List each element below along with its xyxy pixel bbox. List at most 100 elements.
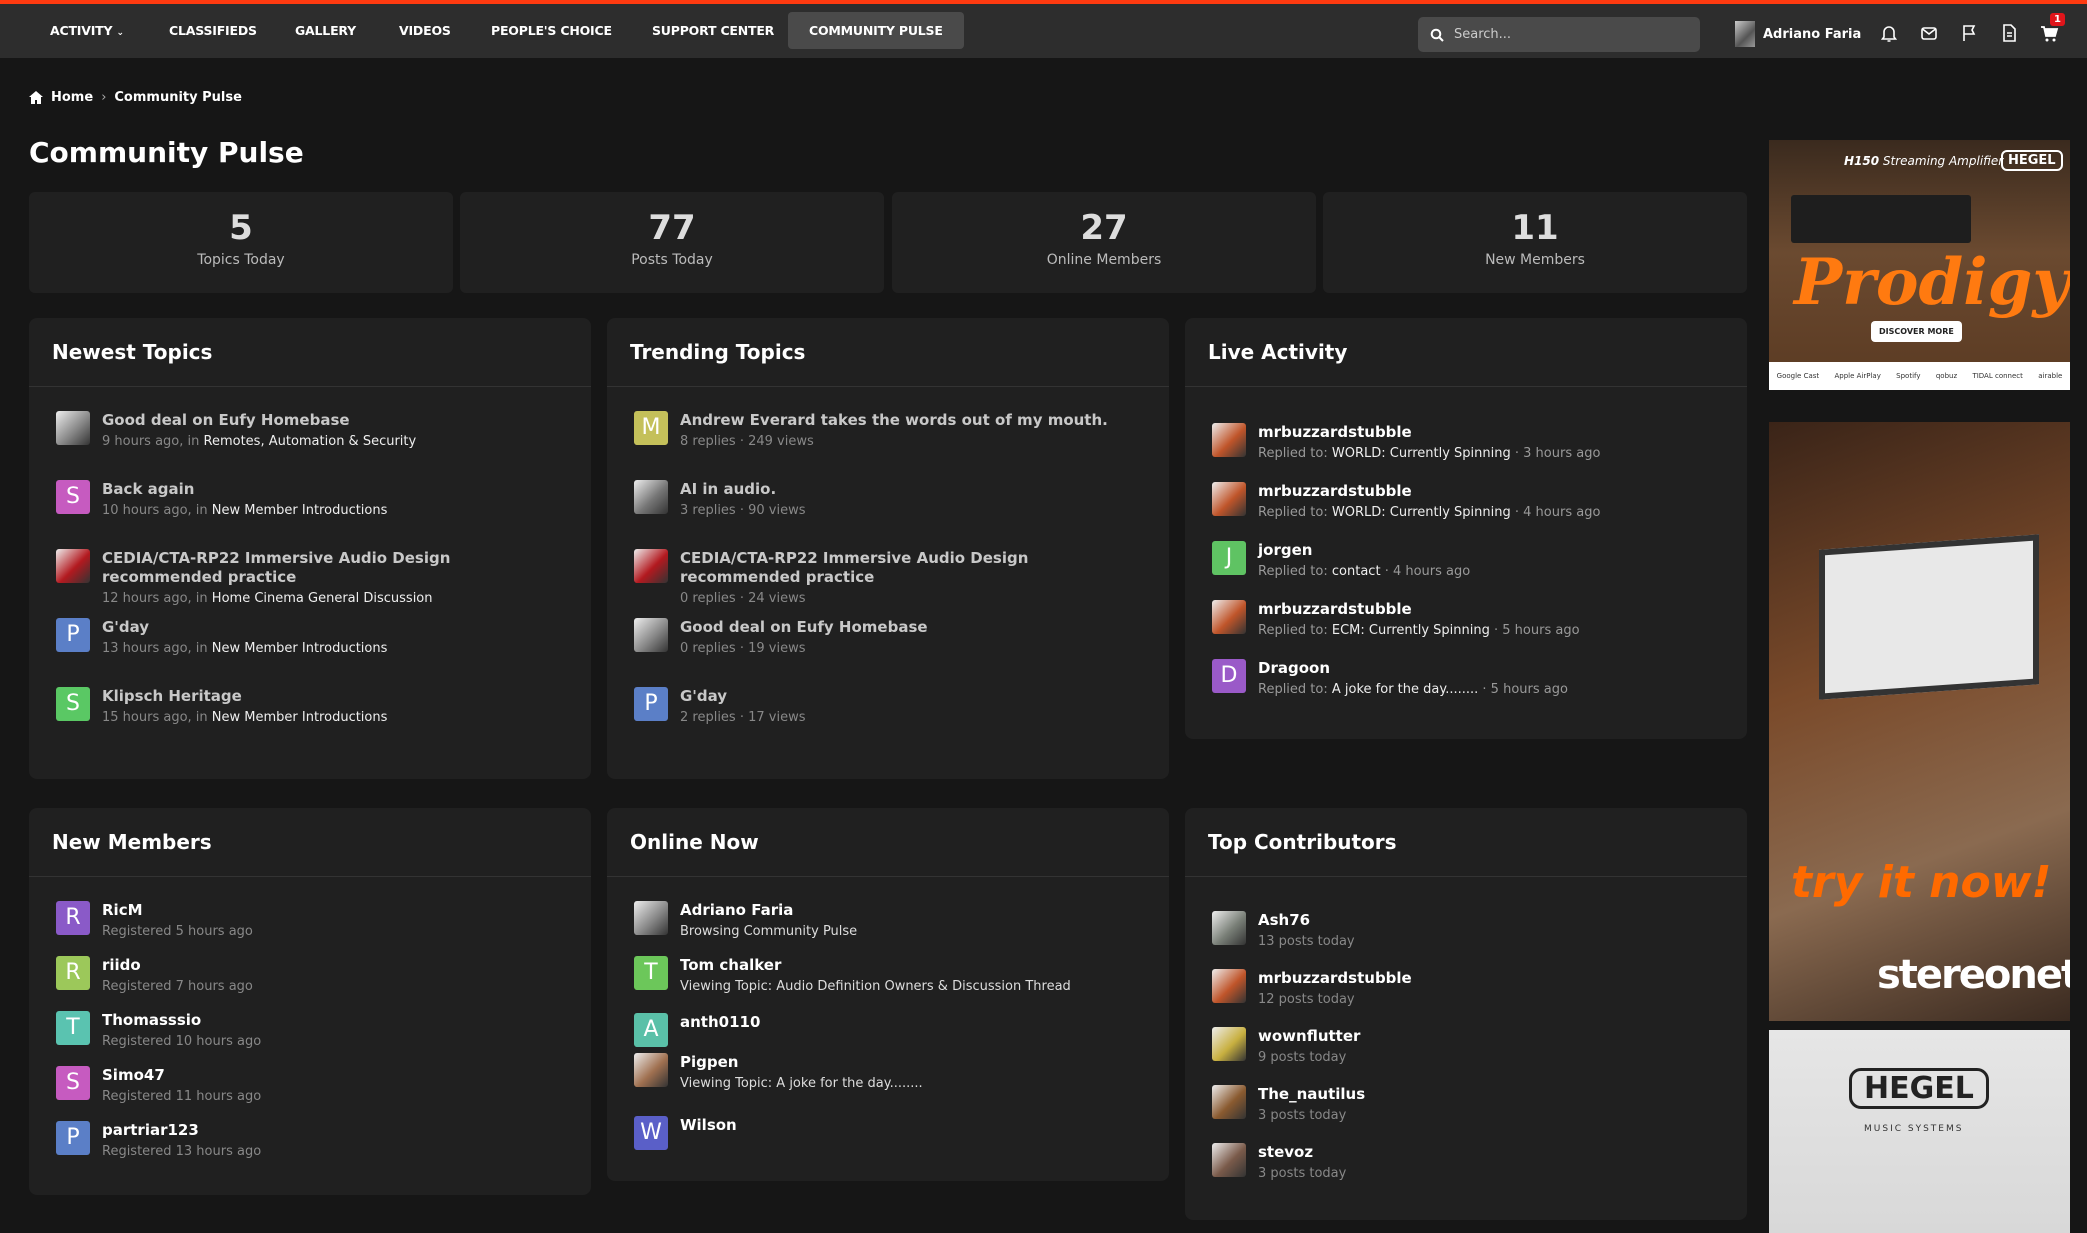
stereonet-ad[interactable]: try it now! stereonet (1769, 422, 2070, 1021)
user-link[interactable]: Dragoon (1258, 659, 1330, 677)
user-link[interactable]: mrbuzzardstubble (1258, 482, 1412, 500)
avatar[interactable]: J (1212, 541, 1246, 575)
user-link[interactable]: mrbuzzardstubble (1258, 969, 1412, 987)
document-icon[interactable] (1998, 22, 2020, 44)
user-link[interactable]: mrbuzzardstubble (1258, 600, 1412, 618)
avatar[interactable] (1212, 1085, 1246, 1119)
hegel-h150-ad[interactable]: H150 Streaming Amplifier HEGEL Prodigy D… (1769, 140, 2070, 390)
topic-title[interactable]: CEDIA/CTA-RP22 Immersive Audio Design re… (102, 549, 451, 586)
user-link[interactable]: RicM (102, 901, 143, 919)
topic-title[interactable]: Klipsch Heritage (102, 687, 242, 705)
forum-link[interactable]: Remotes, Automation & Security (203, 434, 417, 449)
user-link[interactable]: riido (102, 956, 141, 974)
topic-time: 10 hours ago, in (102, 503, 208, 518)
avatar[interactable]: S (56, 687, 90, 721)
user-link[interactable]: Thomasssio (102, 1011, 202, 1029)
list-item: stevoz 3 posts today (1212, 1143, 1724, 1201)
topic-link[interactable]: A joke for the day........ (1331, 682, 1479, 697)
topic-time: 9 hours ago, in (102, 434, 200, 449)
user-link[interactable]: jorgen (1258, 541, 1313, 559)
topic-title[interactable]: Back again (102, 480, 195, 498)
topic-time: 15 hours ago, in (102, 710, 208, 725)
forum-link[interactable]: New Member Introductions (211, 710, 388, 725)
avatar[interactable]: T (56, 1011, 90, 1045)
user-link[interactable]: Pigpen (680, 1053, 739, 1071)
avatar[interactable] (1212, 969, 1246, 1003)
hegel-subtitle: MUSIC SYSTEMS (1864, 1124, 1964, 1134)
avatar[interactable] (634, 1053, 668, 1087)
avatar[interactable] (1212, 911, 1246, 945)
avatar[interactable]: D (1212, 659, 1246, 693)
nav-item-support-center[interactable]: Support Center (631, 12, 795, 49)
avatar[interactable] (56, 549, 90, 583)
stat-label: Online Members (1046, 252, 1162, 268)
avatar[interactable]: A (634, 1013, 668, 1047)
avatar[interactable]: P (56, 618, 90, 652)
avatar[interactable] (634, 618, 668, 652)
user-link[interactable]: wownflutter (1258, 1027, 1361, 1045)
topic-title[interactable]: Andrew Everard takes the words out of my… (680, 411, 1108, 429)
list-item: Good deal on Eufy Homebase 0 replies · 19… (634, 618, 1146, 687)
user-link[interactable]: Adriano Faria (680, 901, 794, 919)
hegel-ad[interactable]: HEGEL MUSIC SYSTEMS (1769, 1030, 2070, 1233)
nav-item-people-s-choice[interactable]: People's Choice (470, 12, 633, 49)
user-link[interactable]: mrbuzzardstubble (1258, 423, 1412, 441)
nav-item-activity[interactable]: Activity ⌄ (29, 12, 145, 49)
topic-title[interactable]: CEDIA/CTA-RP22 Immersive Audio Design re… (680, 549, 1029, 586)
avatar[interactable]: P (634, 687, 668, 721)
user-link[interactable]: Tom chalker (680, 956, 782, 974)
bell-icon[interactable] (1878, 22, 1900, 44)
avatar[interactable] (1212, 1143, 1246, 1177)
nav-item-community-pulse[interactable]: Community Pulse (788, 12, 964, 49)
user-link[interactable]: Wilson (680, 1116, 737, 1134)
topic-title[interactable]: G'day (102, 618, 150, 636)
forum-link[interactable]: Home Cinema General Discussion (211, 591, 433, 606)
stat-value: 77 (648, 208, 696, 248)
avatar[interactable] (1212, 1027, 1246, 1061)
nav-item-gallery[interactable]: Gallery (274, 12, 377, 49)
cart-icon[interactable] (2038, 22, 2060, 44)
avatar[interactable]: S (56, 1066, 90, 1100)
user-link[interactable]: The_nautilus (1258, 1085, 1366, 1103)
avatar[interactable] (1212, 423, 1246, 457)
topic-link[interactable]: contact (1331, 564, 1381, 579)
topic-link[interactable]: WORLD: Currently Spinning (1331, 505, 1511, 520)
forum-link[interactable]: New Member Introductions (211, 641, 388, 656)
envelope-icon[interactable] (1918, 22, 1940, 44)
user-link[interactable]: partriar123 (102, 1121, 199, 1139)
user-link[interactable]: anth0110 (680, 1013, 761, 1031)
avatar[interactable]: M (634, 411, 668, 445)
topic-link[interactable]: ECM: Currently Spinning (1331, 623, 1490, 638)
user-link[interactable]: stevoz (1258, 1143, 1314, 1161)
search-box[interactable] (1418, 17, 1700, 52)
user-link[interactable]: Ash76 (1258, 911, 1311, 929)
avatar[interactable] (634, 480, 668, 514)
avatar[interactable]: T (634, 956, 668, 990)
topic-title[interactable]: AI in audio. (680, 480, 777, 498)
breadcrumb-home[interactable]: Home (51, 90, 94, 105)
search-input[interactable] (1454, 27, 1674, 42)
discover-more-button[interactable]: DISCOVER MORE (1871, 321, 1962, 342)
nav-item-videos[interactable]: Videos (378, 12, 472, 49)
avatar[interactable] (1212, 600, 1246, 634)
avatar[interactable] (634, 901, 668, 935)
avatar[interactable]: R (56, 901, 90, 935)
avatar[interactable] (56, 411, 90, 445)
avatar[interactable]: P (56, 1121, 90, 1155)
flag-icon[interactable] (1958, 22, 1980, 44)
user-link[interactable]: Simo47 (102, 1066, 165, 1084)
user-menu[interactable]: Adriano Faria (1735, 21, 1861, 47)
nav-item-classifieds[interactable]: Classifieds (148, 12, 278, 49)
avatar[interactable]: S (56, 480, 90, 514)
topic-title[interactable]: Good deal on Eufy Homebase (680, 618, 928, 636)
forum-link[interactable]: New Member Introductions (211, 503, 388, 518)
avatar[interactable]: W (634, 1116, 668, 1150)
list-item: CEDIA/CTA-RP22 Immersive Audio Design re… (634, 549, 1146, 618)
topic-title[interactable]: G'day (680, 687, 728, 705)
avatar[interactable] (1212, 482, 1246, 516)
top-contributors-panel: Top Contributors Ash76 13 posts today mrbuz… (1185, 808, 1747, 1220)
avatar[interactable]: R (56, 956, 90, 990)
topic-link[interactable]: WORLD: Currently Spinning (1331, 446, 1511, 461)
topic-title[interactable]: Good deal on Eufy Homebase (102, 411, 350, 429)
avatar[interactable] (634, 549, 668, 583)
